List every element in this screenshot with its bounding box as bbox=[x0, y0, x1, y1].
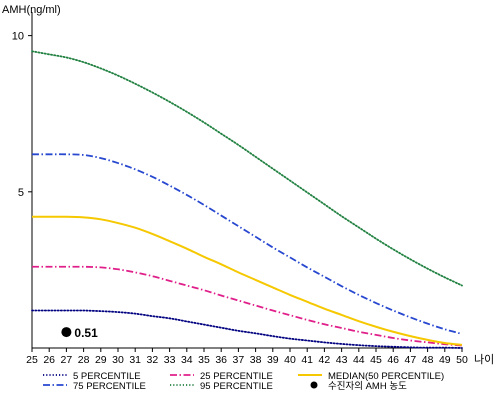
x-tick-label: 46 bbox=[387, 354, 399, 366]
y-tick-label: 5 bbox=[18, 187, 24, 199]
series-line-4 bbox=[31, 50, 463, 287]
x-tick-label: 29 bbox=[95, 354, 107, 366]
patient-point bbox=[61, 327, 72, 338]
x-tick-label: 25 bbox=[26, 354, 38, 366]
x-tick-label: 32 bbox=[147, 354, 159, 366]
legend-label-1: 25 PERCENTILE bbox=[200, 371, 273, 382]
legend: 5 PERCENTILE 25 PERCENTILE MEDIAN(50 PERCE… bbox=[43, 371, 444, 392]
x-tick-label: 36 bbox=[215, 354, 227, 366]
x-tick-label: 41 bbox=[301, 354, 313, 366]
x-tick-label: 28 bbox=[78, 354, 90, 366]
series-layer bbox=[31, 50, 463, 349]
legend-label-4: 95 PERCENTILE bbox=[200, 381, 273, 392]
x-tick-label: 49 bbox=[439, 354, 451, 366]
patient-marker-layer: 0.51 bbox=[61, 326, 98, 340]
x-tick-label: 31 bbox=[129, 354, 141, 366]
x-tick-label: 33 bbox=[164, 354, 176, 366]
x-tick-label: 37 bbox=[233, 354, 245, 366]
x-tick-label: 45 bbox=[370, 354, 382, 366]
axes: AMH(ng/ml) 5 10 25 26 27 28 29 30 31 32 33 34 35 36 37 3… bbox=[2, 4, 494, 366]
legend-label-2: MEDIAN(50 PERCENTILE) bbox=[328, 371, 444, 382]
x-tick-label: 43 bbox=[336, 354, 348, 366]
x-axis-label: 나이 bbox=[474, 353, 494, 366]
x-tick-label: 48 bbox=[422, 354, 434, 366]
x-tick-label: 38 bbox=[250, 354, 262, 366]
legend-patient-label: 수진자의 AMH 농도 bbox=[328, 381, 407, 392]
series-line-3 bbox=[31, 153, 463, 335]
x-tick-label: 35 bbox=[198, 354, 210, 366]
legend-label-0: 5 PERCENTILE bbox=[73, 371, 141, 382]
x-tick-label: 47 bbox=[405, 354, 417, 366]
legend-patient-dot bbox=[310, 381, 318, 389]
y-tick-label: 10 bbox=[12, 31, 24, 43]
series-line-1 bbox=[32, 265, 463, 347]
x-tick-label: 34 bbox=[181, 354, 193, 366]
series-line-0 bbox=[31, 309, 463, 349]
x-tick-label: 27 bbox=[61, 354, 73, 366]
legend-label-3: 75 PERCENTILE bbox=[73, 381, 146, 392]
patient-value-label: 0.51 bbox=[74, 326, 98, 340]
x-tick-label: 26 bbox=[43, 354, 55, 366]
x-tick-label: 44 bbox=[353, 354, 365, 366]
x-tick-label: 39 bbox=[267, 354, 279, 366]
x-tick-label: 50 bbox=[456, 354, 468, 366]
x-tick-label: 30 bbox=[112, 354, 124, 366]
y-axis-label: AMH(ng/ml) bbox=[2, 4, 61, 16]
x-tick-label: 42 bbox=[319, 354, 331, 366]
series-line-2 bbox=[32, 215, 463, 346]
x-tick-label: 40 bbox=[284, 354, 296, 366]
